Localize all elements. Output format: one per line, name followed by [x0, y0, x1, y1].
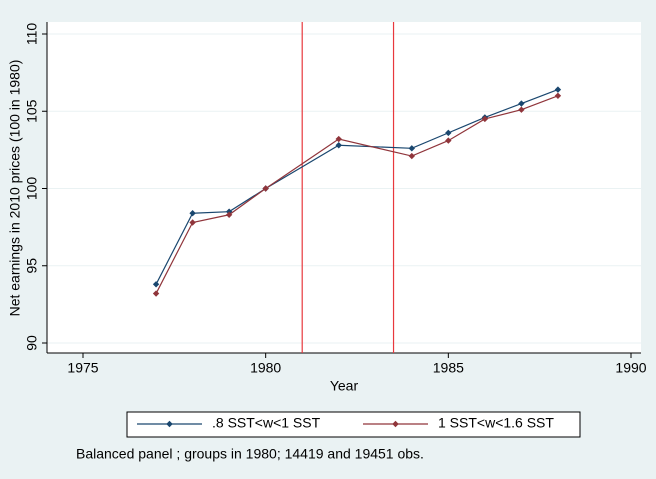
legend-label: 1 SST<w<1.6 SST	[438, 415, 554, 431]
y-tick-label: 95	[24, 258, 40, 274]
x-tick-label: 1990	[615, 360, 646, 376]
marker	[445, 129, 452, 137]
marker	[518, 106, 525, 113]
x-tick-label: 1980	[250, 360, 281, 376]
y-tick-label: 110	[24, 23, 40, 46]
plot-area	[47, 22, 641, 353]
marker	[225, 211, 233, 218]
marker	[481, 115, 489, 123]
marker	[335, 142, 342, 149]
marker	[262, 185, 269, 192]
marker	[189, 219, 196, 226]
marker	[445, 137, 452, 144]
legend-box	[126, 411, 581, 438]
y-tick-label: 100	[24, 177, 40, 201]
y-tick-label: 90	[24, 335, 40, 351]
legend-marker	[166, 420, 173, 428]
marker	[554, 86, 562, 93]
x-axis-title: Year	[330, 378, 359, 394]
marker	[554, 92, 562, 99]
marker	[335, 135, 342, 143]
note: Balanced panel ; groups in 1980; 14419 a…	[76, 446, 424, 462]
y-axis-title: Net earnings in 2010 prices (100 in 1980…	[7, 60, 23, 317]
marker	[152, 290, 160, 297]
x-tick-label: 1985	[433, 360, 464, 376]
marker	[518, 100, 525, 107]
legend-marker	[392, 420, 399, 428]
legend-label: .8 SST<w<1 SST	[212, 415, 321, 431]
marker	[408, 145, 415, 152]
series-line	[155, 95, 559, 294]
marker	[152, 281, 160, 288]
series-line	[155, 89, 559, 285]
x-tick-label: 1975	[67, 360, 98, 376]
marker	[189, 210, 196, 217]
marker	[408, 152, 415, 160]
y-tick-label: 105	[24, 99, 40, 123]
